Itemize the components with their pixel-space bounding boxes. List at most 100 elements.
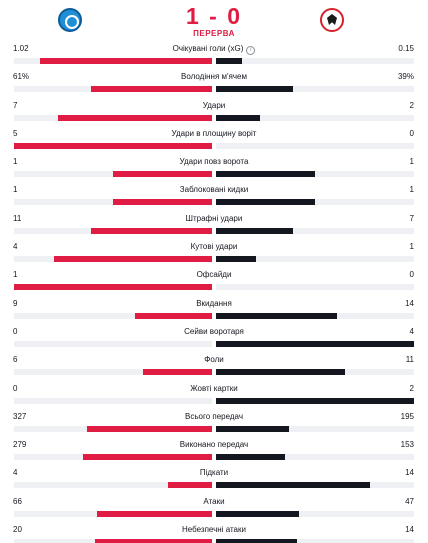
away-bar-track: [216, 256, 414, 263]
stat-name: Офсайди: [0, 270, 428, 279]
napoli-crest-icon[interactable]: [58, 8, 82, 32]
stat-home-value: 6: [13, 355, 18, 365]
stat-name: Штрафні удари: [0, 214, 428, 223]
stat-label-line: 20 Небезпечні атаки 14: [0, 525, 428, 539]
away-bar-track: [216, 539, 414, 543]
home-bar-fill: [87, 425, 212, 432]
stat-away-value: 11: [405, 355, 414, 365]
stat-name: Сейви воротаря: [0, 327, 428, 336]
home-bar-track: [14, 425, 212, 432]
stat-label-line: 4 Підкати 14: [0, 468, 428, 482]
stat-home-value: 11: [13, 213, 22, 223]
home-bar-fill: [134, 312, 212, 319]
stat-name: Заблоковані кидки: [0, 185, 428, 194]
home-bar-fill: [91, 227, 212, 234]
stat-away-value: 2: [409, 383, 414, 393]
eintracht-eagle-icon[interactable]: [320, 8, 344, 32]
home-bar-track: [14, 284, 212, 291]
stat-name-text: Вкидання: [196, 298, 232, 308]
away-bar-fill: [216, 482, 371, 489]
stat-label-line: 0 Жовті картки 2: [0, 384, 428, 398]
info-icon[interactable]: i: [246, 46, 256, 55]
match-score: 1 - 0: [185, 3, 243, 29]
away-bar-track: [216, 171, 414, 178]
home-bar-fill: [39, 58, 212, 64]
stat-row: 1 Офсайди 0: [0, 270, 428, 298]
home-bar-track: [14, 227, 212, 234]
away-bar-track: [216, 284, 414, 291]
away-bar-track: [216, 510, 414, 517]
stat-name: Небезпечні атаки: [0, 525, 428, 534]
stat-home-value: 327: [13, 411, 27, 421]
home-bar-track: [14, 86, 212, 93]
stat-row: 61% Володіння м'ячем 39%: [0, 72, 428, 100]
away-bar-fill: [216, 171, 315, 178]
stat-label-line: 1 Заблоковані кидки 1: [0, 185, 428, 199]
away-bar-fill: [216, 539, 298, 543]
home-bar-fill: [95, 539, 212, 543]
stat-away-value: 0.15: [398, 44, 414, 53]
stat-away-value: 0: [409, 128, 414, 138]
stat-row: 7 Удари 2: [0, 101, 428, 129]
home-bar-track: [14, 114, 212, 121]
stat-away-value: 47: [405, 496, 414, 506]
stat-home-value: 279: [13, 440, 27, 450]
stat-name: Всього передач: [0, 412, 428, 421]
stat-label-line: 327 Всього передач 195: [0, 412, 428, 426]
stat-home-value: 0: [13, 383, 18, 393]
stat-row: 9 Вкидання 14: [0, 299, 428, 327]
stat-home-value: 1: [13, 185, 18, 195]
stat-row: 66 Атаки 47: [0, 497, 428, 525]
stat-away-value: 39%: [397, 72, 414, 82]
stat-name: Вкидання: [0, 299, 428, 308]
stat-label-line: 7 Удари 2: [0, 101, 428, 115]
match-header: 1 - 0 ПЕРЕРВА: [0, 0, 428, 40]
away-bar-fill: [216, 454, 286, 461]
home-bar-track: [14, 199, 212, 206]
away-bar-track: [216, 227, 414, 234]
stat-away-value: 14: [405, 298, 414, 308]
home-bar-track: [14, 482, 212, 489]
home-bar-fill: [113, 199, 212, 206]
stat-name-text: Виконано передач: [179, 440, 249, 450]
stat-label-line: 61% Володіння м'ячем 39%: [0, 72, 428, 86]
home-bar-fill: [53, 256, 212, 263]
away-bar-track: [216, 114, 414, 121]
home-bar-track: [14, 397, 212, 404]
stat-label-line: 11 Штрафні удари 7: [0, 214, 428, 228]
away-bar-track: [216, 340, 414, 347]
stat-home-value: 4: [13, 468, 18, 478]
stat-name-text: Атаки: [203, 496, 225, 506]
stat-row: 0 Жовті картки 2: [0, 384, 428, 412]
stat-name-text: Штрафні удари: [185, 213, 243, 223]
away-bar-fill: [216, 425, 290, 432]
stat-name: Фоли: [0, 355, 428, 364]
away-bar-track: [216, 425, 414, 432]
away-bar-fill: [216, 510, 300, 517]
home-bar-fill: [14, 284, 212, 291]
away-bar-fill: [216, 86, 294, 93]
stat-away-value: 7: [409, 213, 414, 223]
stat-label-line: 66 Атаки 47: [0, 497, 428, 511]
home-bar-track: [14, 312, 212, 319]
stat-away-value: 4: [409, 326, 414, 336]
stat-home-value: 7: [13, 100, 18, 110]
stat-away-value: 14: [405, 525, 414, 535]
stat-away-value: 195: [400, 411, 414, 421]
home-bar-fill: [83, 454, 212, 461]
stat-home-value: 0: [13, 326, 18, 336]
away-bar-fill: [216, 58, 242, 64]
stat-home-value: 61%: [13, 72, 30, 82]
stat-name: Кутові удари: [0, 242, 428, 251]
stat-name: Атаки: [0, 497, 428, 506]
stat-away-value: 1: [409, 157, 414, 167]
away-bar-track: [216, 482, 414, 489]
home-bar-track: [14, 171, 212, 178]
stat-name-text: Фоли: [204, 355, 224, 365]
stat-row: 6 Фоли 11: [0, 355, 428, 383]
stat-label-line: 1.02 Очікувані голи (xG) i 0.15: [0, 44, 428, 58]
home-bar-track: [14, 256, 212, 263]
home-bar-fill: [97, 510, 212, 517]
away-bar-track: [216, 397, 414, 404]
stat-label-line: 4 Кутові удари 1: [0, 242, 428, 256]
